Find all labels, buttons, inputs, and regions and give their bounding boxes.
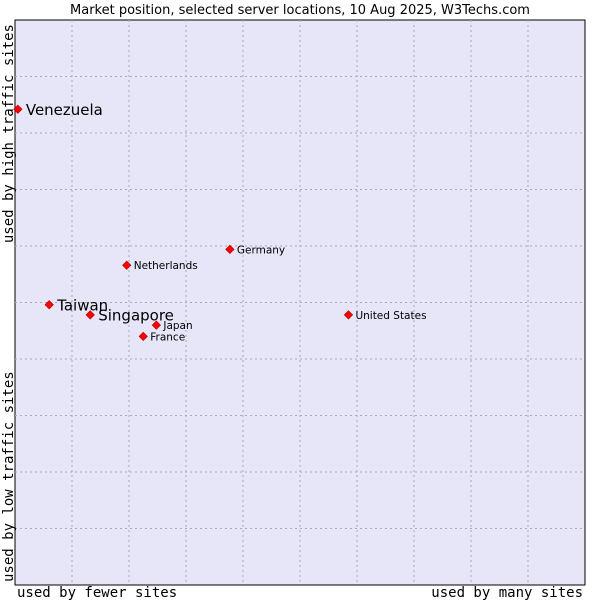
data-point-germany [225,244,235,255]
x-axis-label-left: used by fewer sites [17,585,177,600]
data-points: Venezuela Germany Netherlands TaiwanSingapo… [13,101,427,343]
y-axis-label-bottom: used by low traffic sites [1,371,17,582]
x-axis-label-right: used by many sites [431,585,583,600]
data-point-venezuela [13,104,23,114]
data-label-netherlands: Netherlands [134,260,198,272]
data-point-netherlands [122,260,132,270]
data-point-singapore [85,310,95,320]
data-point-taiwan [44,300,54,310]
data-label-germany: Germany [237,244,285,256]
data-label-france: France [150,331,185,343]
data-label-japan: Japan [162,320,192,332]
data-point-united-states [343,310,354,320]
data-label-united-states: United States [355,310,426,322]
data-point-japan [151,320,161,330]
y-axis-label-top: used by high traffic sites [1,24,17,243]
data-label-taiwan: Taiwan [56,296,108,314]
data-label-singapore: Singapore [98,306,174,324]
data-label-venezuela: Venezuela [26,101,103,119]
chart-title: Market position, selected server locatio… [70,3,530,18]
grid-lines [15,20,585,585]
data-point-france [138,331,148,342]
